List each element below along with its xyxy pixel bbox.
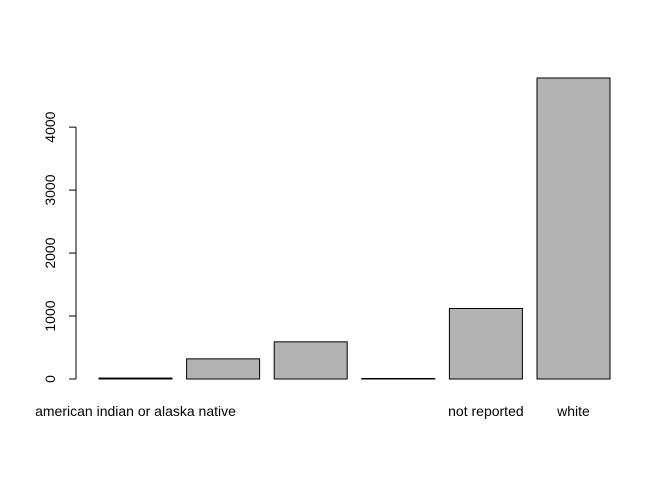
y-tick-label: 4000 [42,111,58,142]
bar [536,77,611,380]
bar [186,358,261,380]
bar [361,377,436,380]
y-tick-label: 0 [42,375,58,383]
bar [98,377,173,380]
y-tick-label: 2000 [42,237,58,268]
bar [448,307,523,380]
y-tick-label: 1000 [42,300,58,331]
x-tick-label: not reported [448,403,524,419]
y-tick-label: 3000 [42,174,58,205]
x-tick-label: american indian or alaska native [35,403,236,419]
x-tick-label: white [556,403,590,419]
bar [273,341,348,380]
